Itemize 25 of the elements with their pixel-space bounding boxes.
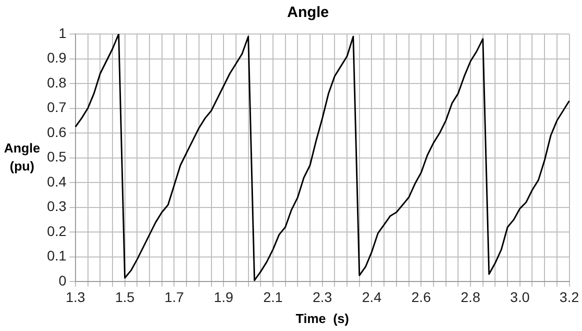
x-axis-title: Time (s) <box>296 310 349 326</box>
x-tick-label: 1.9 <box>214 288 234 305</box>
y-tick-label: 0.2 <box>46 222 67 239</box>
x-tick-label: 1.5 <box>115 288 135 305</box>
y-tick-label: 0 <box>58 272 67 288</box>
x-tick-label: 3.2 <box>560 288 580 305</box>
y-tick-label: 0.6 <box>46 124 67 140</box>
x-tick-label: 3.0 <box>510 288 530 305</box>
y-tick-label: 0.1 <box>46 248 67 264</box>
x-tick-label: 2.1 <box>263 288 283 305</box>
y-tick-label: 1 <box>58 24 67 41</box>
y-tick-label: 0.5 <box>46 148 67 165</box>
y-axis-title: Angle (pu) <box>4 140 40 174</box>
x-tick-label: 2.6 <box>411 288 432 305</box>
y-tick-label: 0.8 <box>46 74 67 90</box>
x-tick-label: 1.3 <box>66 288 86 305</box>
x-tick-label: 1.7 <box>164 288 184 305</box>
y-tick-label: 0.9 <box>46 50 67 66</box>
y-tick-label: 0.4 <box>46 173 67 190</box>
y-tick-label: 0.3 <box>46 198 67 214</box>
x-tick-label: 2.3 <box>312 288 332 305</box>
x-tick-label: 2.8 <box>460 288 480 305</box>
x-tick-label: 2.4 <box>362 288 382 305</box>
chart-title: Angle <box>287 4 329 22</box>
y-tick-label: 0.7 <box>46 99 67 116</box>
